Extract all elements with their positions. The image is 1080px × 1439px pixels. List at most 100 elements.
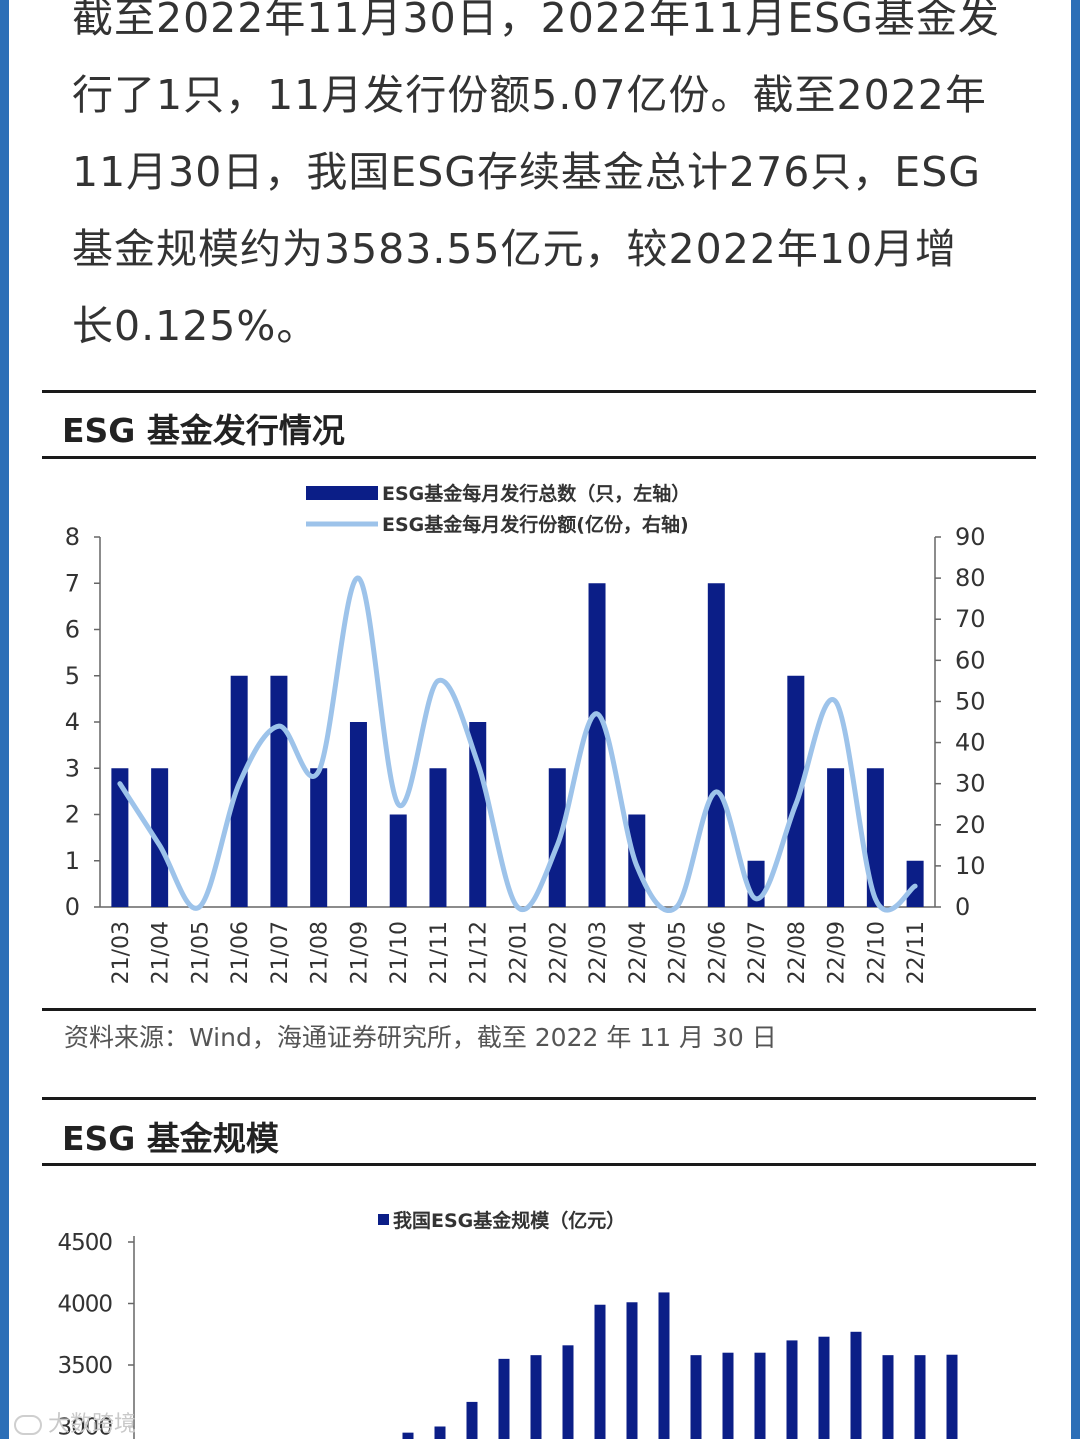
scale-bar-3	[498, 1358, 510, 1439]
category-label-21/11: 21/11	[427, 921, 452, 984]
bar-22/10	[866, 768, 884, 907]
category-label-21/10: 21/10	[387, 921, 412, 984]
scale-bar-9	[690, 1355, 702, 1439]
right-tick-label: 40	[955, 729, 986, 757]
scale-bar-15	[882, 1355, 894, 1439]
bar-21/11	[429, 768, 447, 907]
right-tick-label: 20	[955, 811, 986, 839]
left-tick-label: 3	[65, 754, 80, 782]
paragraph-line-5: 长0.125%。	[72, 302, 319, 350]
category-label-22/03: 22/03	[586, 921, 611, 984]
scale-bar-13	[818, 1336, 830, 1439]
left-tick-label: 2	[65, 801, 80, 829]
right-tick-label: 60	[955, 646, 986, 674]
bar-21/07	[270, 675, 288, 907]
scale-bar-16	[914, 1355, 926, 1439]
section1-title-rule	[42, 456, 1036, 459]
paragraph-line-2: 行了1只，11月发行份额5.07亿份。截至2022年	[72, 71, 987, 119]
y-tick-label-2: 3500	[57, 1353, 112, 1379]
category-label-21/08: 21/08	[308, 921, 333, 984]
legend-bar-label-2: 我国ESG基金规模（亿元）	[393, 1209, 625, 1232]
scale-bar-4	[530, 1355, 542, 1439]
category-label-22/02: 22/02	[546, 921, 571, 984]
right-tick-label: 80	[955, 564, 986, 592]
category-label-21/05: 21/05	[188, 921, 213, 984]
paragraph-line-3: 11月30日，我国ESG存续基金总计276只，ESG	[72, 148, 981, 196]
frame-left	[0, 0, 9, 1439]
esg-issuance-chart: ESG基金每月发行总数（只，左轴） ESG基金每月发行份额(亿份，右轴) 0 1 2 3 4…	[65, 482, 986, 984]
category-label-22/07: 22/07	[745, 921, 770, 984]
frame-right	[1071, 0, 1080, 1439]
y-tick-label-2: 4500	[57, 1230, 112, 1256]
category-label-22/11: 22/11	[904, 921, 929, 984]
scale-bar-17	[946, 1354, 958, 1439]
scale-bar-11	[754, 1352, 766, 1439]
y-tick-label-2: 4000	[57, 1292, 112, 1318]
category-label-22/05: 22/05	[666, 921, 691, 984]
bar-22/06	[707, 583, 725, 907]
issuance-share-line	[117, 575, 918, 913]
section2-title-rule	[42, 1163, 1036, 1166]
right-tick-label: 30	[955, 770, 986, 798]
watermark-icon	[14, 1415, 42, 1435]
scale-bar-7	[626, 1302, 638, 1439]
category-label-21/04: 21/04	[149, 921, 174, 984]
left-tick-label: 5	[65, 662, 80, 690]
right-tick-label: 0	[955, 893, 970, 921]
scale-bar-2	[466, 1401, 478, 1439]
scale-bar-14	[850, 1331, 862, 1439]
watermark: 大数跨境	[14, 1406, 136, 1438]
scale-bar-1	[434, 1426, 446, 1439]
section1-title: ESG 基金发行情况	[62, 411, 345, 450]
y-tick-label-2: 3000	[57, 1415, 112, 1439]
bar-22/02	[548, 768, 566, 907]
left-tick-label: 8	[65, 523, 80, 551]
watermark-text: 大数跨境	[48, 1412, 137, 1437]
bar-22/08	[787, 675, 805, 907]
category-label-22/01: 22/01	[507, 921, 532, 984]
section1-source: 资料来源：Wind，海通证券研究所，截至 2022 年 11 月 30 日	[64, 1023, 777, 1052]
category-label-21/06: 21/06	[228, 921, 253, 984]
right-tick-label: 90	[955, 523, 986, 551]
category-label-22/10: 22/10	[864, 921, 889, 984]
left-tick-label: 1	[65, 847, 80, 875]
right-tick-label: 50	[955, 687, 986, 715]
left-tick-label: 4	[65, 708, 80, 736]
article-paragraph: 截至2022年11月30日，2022年11月ESG基金发 行了1只，11月发行份…	[72, 0, 1022, 365]
legend-line-label: ESG基金每月发行份额(亿份，右轴)	[382, 513, 689, 536]
bar-21/06	[230, 675, 248, 907]
section1-top-rule	[42, 390, 1036, 393]
right-tick-label: 10	[955, 852, 986, 880]
legend-bar-label: ESG基金每月发行总数（只，左轴）	[382, 482, 690, 505]
section1-bottom-rule	[42, 1008, 1036, 1011]
left-tick-label: 0	[65, 893, 80, 921]
bar-21/03	[111, 768, 129, 907]
left-tick-label: 7	[65, 569, 80, 597]
category-label-21/12: 21/12	[467, 921, 492, 984]
bar-21/08	[310, 768, 328, 907]
scale-bar-8	[658, 1292, 670, 1439]
bar-21/04	[151, 768, 169, 907]
legend-bar-swatch-2	[378, 1214, 389, 1225]
paragraph-line-1: 截至2022年11月30日，2022年11月ESG基金发	[72, 0, 1000, 42]
section2-top-rule	[42, 1097, 1036, 1100]
category-label-21/09: 21/09	[347, 921, 372, 984]
scale-bar-5	[562, 1345, 574, 1439]
scale-bar-10	[722, 1352, 734, 1439]
paragraph-line-4: 基金规模约为3583.55亿元，较2022年10月增	[72, 225, 958, 273]
category-label-22/09: 22/09	[825, 921, 850, 984]
category-label-21/03: 21/03	[109, 921, 134, 984]
legend-bar-swatch	[306, 486, 378, 500]
bar-21/10	[389, 814, 407, 907]
section2-title: ESG 基金规模	[62, 1119, 279, 1158]
left-tick-label: 6	[65, 616, 80, 644]
scale-bar-0	[402, 1432, 414, 1439]
esg-scale-chart: 我国ESG基金规模（亿元） 3000 3500 4000 4500	[57, 1209, 958, 1439]
scale-bar-12	[786, 1340, 798, 1439]
scale-bar-6	[594, 1304, 606, 1439]
bar-22/03	[588, 583, 606, 907]
category-label-21/07: 21/07	[268, 921, 293, 984]
right-tick-label: 70	[955, 605, 986, 633]
category-label-22/04: 22/04	[626, 921, 651, 984]
category-label-22/06: 22/06	[705, 921, 730, 984]
